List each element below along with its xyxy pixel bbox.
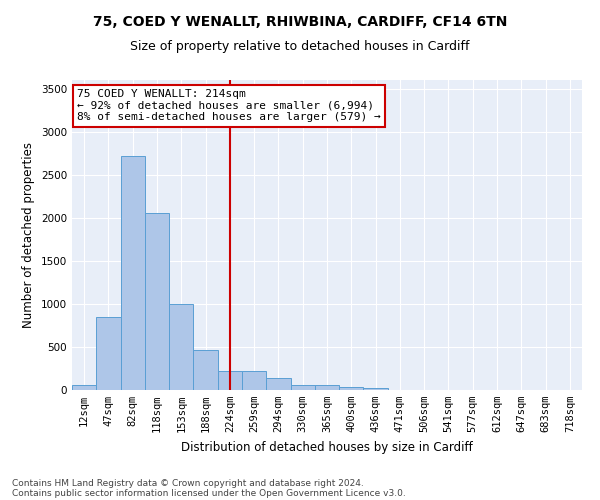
Bar [193,350,218,390]
Y-axis label: Number of detached properties: Number of detached properties [22,142,35,328]
Bar [364,388,388,390]
Bar [169,304,193,390]
Bar [121,156,145,390]
Bar [242,372,266,390]
Bar [315,386,339,390]
Bar [96,317,121,390]
Bar [145,212,169,390]
Text: 75 COED Y WENALLT: 214sqm
← 92% of detached houses are smaller (6,994)
8% of sem: 75 COED Y WENALLT: 214sqm ← 92% of detac… [77,90,381,122]
Bar [339,388,364,390]
Text: Size of property relative to detached houses in Cardiff: Size of property relative to detached ho… [130,40,470,53]
X-axis label: Distribution of detached houses by size in Cardiff: Distribution of detached houses by size … [181,440,473,454]
Text: 75, COED Y WENALLT, RHIWBINA, CARDIFF, CF14 6TN: 75, COED Y WENALLT, RHIWBINA, CARDIFF, C… [93,15,507,29]
Bar [266,378,290,390]
Text: Contains HM Land Registry data © Crown copyright and database right 2024.: Contains HM Land Registry data © Crown c… [12,478,364,488]
Bar [218,370,242,390]
Bar [290,385,315,390]
Text: Contains public sector information licensed under the Open Government Licence v3: Contains public sector information licen… [12,488,406,498]
Bar [72,385,96,390]
